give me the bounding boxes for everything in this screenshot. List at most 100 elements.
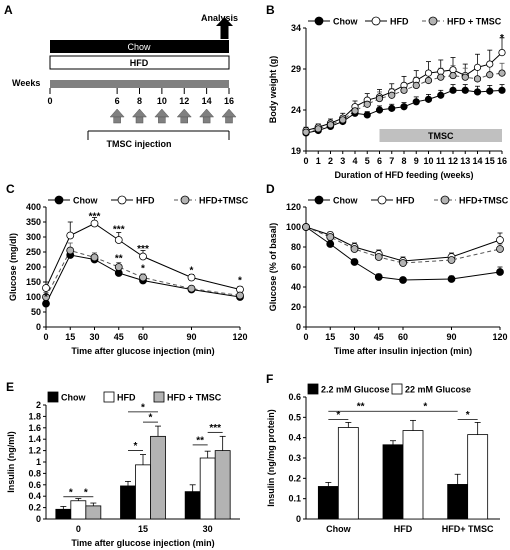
data-point — [424, 95, 433, 103]
x-axis-label: Duration of HFD feeding (weeks) — [334, 170, 473, 180]
x-tick-label: 120 — [492, 332, 507, 342]
injection-arrow-icon — [109, 108, 125, 118]
x-tick-label: 9 — [414, 156, 419, 166]
data-point — [42, 284, 50, 292]
data-point — [496, 236, 504, 244]
y-tick-label: 0.2 — [28, 503, 41, 513]
data-point — [236, 291, 244, 300]
data-point — [363, 111, 371, 119]
bar — [447, 484, 469, 520]
data-point — [400, 86, 408, 94]
legend-swatch — [47, 391, 59, 403]
significance-label: * — [238, 276, 242, 287]
bar — [85, 505, 102, 520]
data-point — [114, 236, 123, 244]
y-tick-label: 200 — [26, 262, 41, 272]
x-tick-label: 45 — [374, 332, 384, 342]
hfd-bar-label: HFD — [130, 58, 149, 68]
y-tick-label: 60 — [291, 262, 301, 272]
y-tick-label: 100 — [26, 292, 41, 302]
y-axis-label: Body weight (g) — [268, 56, 278, 124]
y-tick-label: 400 — [26, 202, 41, 212]
legend-label: HFD+TMSC — [199, 196, 249, 206]
x-tick-label: 30 — [89, 332, 99, 342]
weeks-label: Weeks — [12, 78, 40, 88]
data-point — [375, 106, 384, 114]
analysis-label: Analysis — [201, 13, 238, 23]
legend-label: Chow — [73, 196, 98, 206]
x-tick-label: 15 — [65, 332, 75, 342]
data-point — [375, 94, 384, 103]
data-point — [486, 60, 494, 68]
legend-label: Chow — [333, 196, 358, 206]
bar — [317, 486, 339, 520]
week-tick-label: 6 — [115, 96, 120, 106]
significance-label: ** — [115, 254, 123, 265]
y-tick-label: 80 — [291, 242, 301, 252]
y-tick-label: 0.1 — [288, 494, 301, 504]
x-tick-label: 90 — [186, 332, 196, 342]
data-point — [374, 253, 383, 261]
data-point — [437, 73, 445, 81]
data-point — [424, 69, 433, 77]
data-point — [339, 116, 347, 124]
data-point — [66, 246, 75, 255]
legend-label: Chow — [333, 17, 358, 27]
y-tick-label: 0.4 — [28, 491, 41, 501]
week-tick-label: 14 — [202, 96, 212, 106]
chow-bar — [50, 40, 229, 53]
data-point — [400, 103, 408, 111]
legend-marker — [377, 195, 387, 205]
injection-arrow-icon — [199, 108, 215, 118]
bar — [382, 444, 404, 520]
legend-swatch — [307, 383, 319, 395]
legend-label: HFD+TMSC — [459, 196, 509, 206]
legend-marker — [428, 16, 438, 26]
x-tick-label: 1 — [316, 156, 321, 166]
significance-label: * — [190, 266, 194, 277]
panel-a: A Analysis Chow HFD Weeks 0 6 8 10 12 14 16 TM… — [4, 3, 238, 149]
bar — [214, 450, 231, 520]
significance-label: * — [500, 33, 504, 44]
analysis-arrow-stem — [220, 26, 229, 39]
week-tick-label: 16 — [224, 96, 234, 106]
significance-label: * — [69, 487, 73, 498]
panel-a-letter: A — [4, 3, 13, 17]
x-tick-label: 0 — [76, 524, 81, 534]
legend-label: HFD — [390, 17, 409, 27]
x-tick-label: HFD+ TMSC — [442, 524, 494, 534]
legend-marker — [54, 195, 64, 205]
y-tick-label: 34 — [291, 23, 301, 33]
bar — [337, 427, 359, 520]
legend-marker — [180, 195, 190, 205]
legend-label: 22 mM Glucose — [405, 385, 471, 395]
hfd-bar — [49, 55, 230, 70]
panel-c: C 0 50 100 150 200 250 300 350 400 0 15 30 45 60 90 120 T… — [6, 182, 249, 356]
x-tick-label: 12 — [448, 156, 458, 166]
analysis-arrow-icon — [216, 17, 233, 26]
x-tick-label: 16 — [497, 156, 507, 166]
data-point — [388, 91, 396, 99]
week-tick-label: 0 — [47, 96, 52, 106]
y-tick-label: 350 — [26, 217, 41, 227]
bar — [467, 434, 489, 520]
significance-label: *** — [209, 423, 221, 434]
legend-label: 2.2 mM Glucose — [321, 385, 390, 395]
bar — [150, 435, 166, 520]
data-point — [412, 98, 420, 106]
y-tick-label: 40 — [291, 282, 301, 292]
y-tick-label: 1.2 — [28, 446, 41, 456]
data-point — [447, 275, 456, 283]
data-point — [424, 76, 433, 85]
data-point — [350, 258, 359, 266]
y-axis-label: Insulin (ng/mg protein) — [266, 409, 276, 507]
y-tick-label: 0.4 — [288, 433, 301, 443]
x-tick-label: 45 — [114, 332, 124, 342]
y-tick-label: 0 — [36, 514, 41, 524]
data-point — [314, 125, 322, 133]
data-point — [351, 107, 359, 115]
y-tick-label: 0.6 — [288, 392, 301, 402]
legend-label: HFD + TMSC — [447, 17, 502, 27]
panel-f: F 0 0.1 0.2 0.3 0.4 0.5 0.6 Chow HFD HFD+ TMSC Insu… — [266, 372, 500, 534]
